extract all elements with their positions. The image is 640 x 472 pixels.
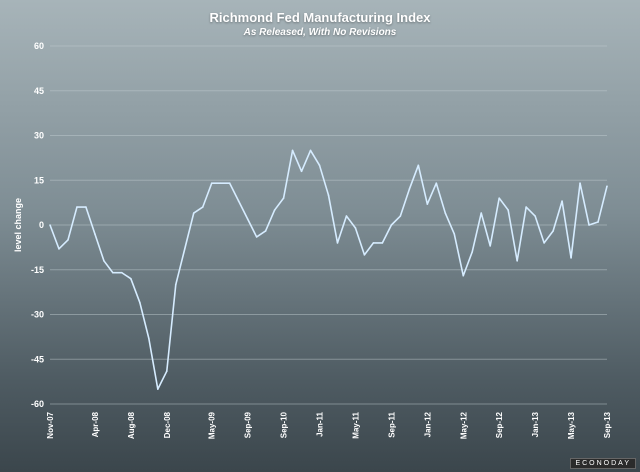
data-point: [498, 197, 500, 199]
data-point: [219, 182, 222, 185]
data-point: [588, 224, 590, 226]
data-point: [525, 206, 527, 208]
grid-lines: [50, 45, 607, 405]
data-point: [264, 230, 267, 232]
data-point: [552, 230, 554, 232]
data-point: [597, 221, 599, 223]
data-point: [273, 209, 276, 211]
y-tick-label: -30: [31, 310, 44, 320]
x-tick-label: Apr-08: [91, 411, 100, 437]
data-point: [201, 206, 204, 208]
x-tick-label: May-11: [351, 411, 360, 438]
x-tick-label: Aug-08: [127, 411, 136, 439]
data-point: [570, 257, 572, 259]
series-group: [49, 149, 608, 390]
data-point: [507, 209, 509, 211]
data-point: [183, 248, 186, 250]
y-tick-label: 45: [34, 86, 44, 96]
x-tick-label: Sep-11: [387, 411, 396, 437]
data-point: [300, 170, 303, 173]
data-point: [399, 215, 402, 217]
data-point: [606, 185, 608, 188]
data-point: [417, 164, 420, 167]
data-point: [309, 149, 312, 152]
chart-title: Richmond Fed Manufacturing Index: [209, 10, 431, 25]
data-point: [67, 239, 69, 241]
data-point: [345, 215, 348, 217]
x-tick-label: Sep-13: [603, 411, 612, 438]
data-point: [435, 182, 438, 185]
y-axis-label: level change: [13, 198, 23, 252]
y-tick-label: -60: [31, 399, 44, 409]
x-tick-label: Jan-13: [531, 411, 540, 437]
data-point: [408, 188, 411, 190]
x-tick-label: Jan-11: [316, 411, 325, 436]
data-point: [390, 224, 393, 226]
data-point: [561, 200, 563, 202]
data-point: [165, 370, 168, 372]
x-tick-label: Sep-12: [495, 411, 504, 438]
x-tick-labels: Nov-07 Apr-08 Aug-08 Dec-08 May-09 Sep-09 Sep-…: [46, 411, 612, 439]
data-point: [49, 224, 51, 226]
data-point: [58, 248, 60, 250]
x-tick-label: Sep-09: [244, 411, 253, 438]
data-point: [237, 200, 240, 202]
data-point: [471, 251, 474, 253]
data-point: [112, 271, 114, 274]
data-point: [255, 236, 258, 238]
data-point: [121, 271, 123, 274]
data-point: [543, 242, 545, 244]
y-tick-label: 0: [39, 220, 44, 230]
data-point: [534, 215, 536, 217]
x-tick-label: May-12: [459, 411, 468, 439]
data-point: [192, 212, 195, 214]
data-point: [174, 283, 177, 286]
x-tick-label: Sep-10: [280, 411, 289, 438]
y-tick-label: -15: [31, 265, 44, 275]
data-point: [354, 227, 357, 229]
data-point: [381, 242, 384, 244]
x-tick-label: Nov-07: [46, 411, 55, 438]
data-point: [318, 164, 321, 167]
data-point: [480, 212, 483, 214]
y-tick-label: 30: [34, 131, 44, 141]
data-point: [453, 233, 456, 235]
data-point: [336, 242, 339, 244]
data-point: [103, 260, 105, 262]
data-point: [426, 203, 429, 205]
data-point: [489, 245, 492, 247]
data-point: [372, 242, 375, 244]
y-tick-labels: 60 45 30 15 0 -15 -30 -45 -60: [31, 41, 44, 409]
data-point: [246, 218, 249, 220]
x-tick-label: May-13: [567, 411, 576, 439]
y-tick-label: 15: [34, 175, 44, 185]
data-point: [579, 182, 581, 185]
data-point: [516, 260, 518, 262]
y-tick-label: 60: [34, 41, 44, 51]
data-point: [462, 274, 465, 277]
x-tick-label: May-09: [208, 411, 217, 439]
data-point: [94, 233, 96, 235]
data-point: [291, 149, 294, 152]
data-point: [148, 337, 150, 340]
brand-logo: ECONODAY: [570, 458, 636, 469]
data-point: [282, 197, 285, 199]
data-point: [363, 254, 366, 256]
data-point: [76, 206, 78, 208]
data-point: [444, 212, 447, 214]
data-point: [157, 388, 159, 390]
data-point: [327, 194, 330, 196]
y-tick-label: -45: [31, 354, 44, 364]
x-tick-label: Dec-08: [163, 411, 172, 438]
x-tick-label: Jan-12: [423, 411, 432, 437]
data-point: [130, 277, 132, 280]
data-point: [228, 182, 231, 185]
chart-subtitle: As Released, With No Revisions: [243, 27, 397, 38]
data-point: [85, 206, 87, 208]
data-point: [139, 301, 141, 304]
data-point: [210, 182, 213, 185]
